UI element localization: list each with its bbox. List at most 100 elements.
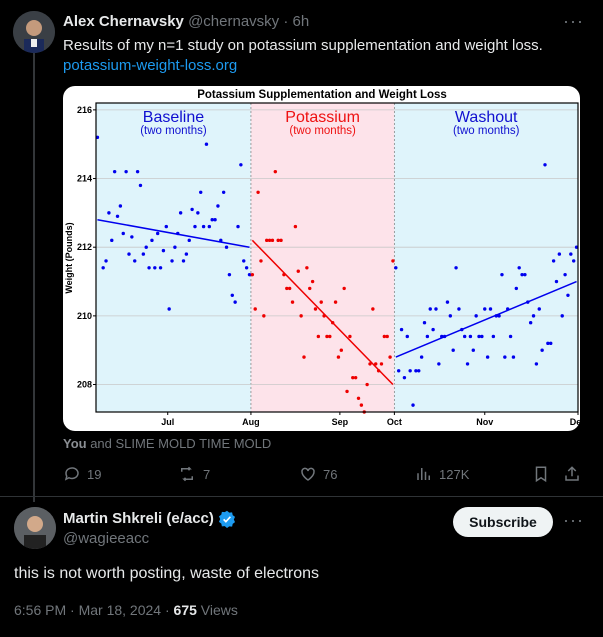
reply-icon	[64, 467, 79, 481]
data-point	[279, 238, 283, 243]
data-point	[150, 238, 154, 243]
data-point	[213, 218, 217, 222]
data-point	[273, 169, 278, 174]
data-point	[494, 314, 498, 318]
data-point	[325, 334, 329, 339]
media-tag-you: You	[63, 436, 87, 451]
period-label: Washout	[455, 109, 518, 126]
data-point	[488, 307, 493, 311]
data-point	[293, 224, 298, 229]
verified-badge-icon[interactable]	[218, 510, 236, 528]
data-point	[178, 211, 183, 215]
reply-more-icon[interactable]: ···	[563, 510, 584, 530]
like-button[interactable]: 76	[299, 464, 337, 484]
post-time[interactable]: 6h	[292, 13, 310, 30]
views-count: 127K	[439, 466, 470, 482]
data-point	[508, 334, 513, 339]
reply-author-handle[interactable]: @wagieeacc	[63, 530, 150, 547]
data-point	[158, 266, 163, 270]
data-point	[382, 334, 387, 339]
period-sublabel: (two months)	[140, 125, 207, 137]
data-point	[457, 307, 461, 311]
data-point	[181, 259, 186, 263]
chart-title: Potassium Supplementation and Weight Los…	[197, 89, 447, 101]
views-button[interactable]: 127K	[415, 464, 469, 484]
period-band-2	[394, 103, 578, 412]
data-point	[330, 321, 335, 325]
data-point	[514, 286, 519, 291]
data-point	[537, 307, 541, 311]
data-point	[319, 300, 323, 304]
data-point	[107, 211, 111, 215]
data-point	[543, 163, 547, 167]
reply-views-count: 675	[173, 602, 197, 618]
data-point	[207, 224, 212, 229]
reply-author-avatar[interactable]	[14, 507, 56, 549]
media-tag[interactable]: You and SLIME MOLD TIME MOLD	[63, 436, 271, 451]
chart-image[interactable]: Baseline (two months) Potassium (two months…	[63, 86, 580, 431]
data-point	[353, 375, 358, 380]
trendline	[251, 239, 394, 386]
data-point	[302, 355, 306, 359]
period-sublabel: (two months)	[289, 125, 356, 137]
data-point	[425, 334, 430, 339]
data-point	[221, 190, 226, 194]
data-point	[161, 248, 166, 253]
data-point	[523, 272, 527, 277]
data-point	[451, 348, 455, 352]
data-point	[233, 300, 237, 304]
media-tag-rest: and SLIME MOLD TIME MOLD	[86, 436, 272, 451]
bookmark-button[interactable]	[533, 464, 555, 484]
data-point	[262, 314, 266, 318]
data-point	[216, 204, 220, 208]
reply-button[interactable]: 19	[63, 464, 101, 484]
share-button[interactable]	[563, 464, 587, 484]
data-point	[356, 396, 361, 400]
subscribe-button[interactable]: Subscribe	[453, 507, 553, 537]
more-icon[interactable]: ···	[563, 11, 584, 31]
data-point	[500, 272, 504, 277]
data-point	[127, 252, 131, 256]
data-point	[144, 245, 148, 249]
author-avatar[interactable]	[13, 11, 55, 53]
post-link[interactable]: potassium-weight-loss.org	[63, 57, 238, 74]
data-point	[391, 259, 395, 263]
data-point	[368, 362, 372, 366]
data-point	[359, 403, 364, 407]
data-point	[164, 224, 168, 229]
reply-author-name[interactable]: Martin Shkreli (e/acc)	[63, 510, 214, 527]
reply-author-name-row[interactable]: Martin Shkreli (e/acc)	[63, 510, 236, 528]
data-point	[385, 334, 389, 339]
data-point	[554, 279, 559, 284]
data-point	[551, 259, 556, 263]
author-name[interactable]: Alex Chernavsky	[63, 13, 184, 30]
data-point	[388, 355, 392, 359]
y-axis-label: Weight (Pounds)	[64, 222, 74, 293]
data-point	[167, 307, 171, 311]
data-point	[130, 235, 134, 239]
data-point	[371, 307, 375, 311]
period-band-1	[250, 103, 395, 412]
x-tick-label: Oct	[387, 417, 402, 427]
data-point	[477, 334, 481, 339]
reply-count: 19	[87, 466, 102, 482]
post-text: Results of my n=1 study on potassium sup…	[63, 37, 543, 54]
data-point	[204, 142, 209, 146]
data-point	[244, 266, 249, 270]
data-point	[428, 307, 432, 311]
x-tick-label: Jul	[161, 417, 174, 427]
data-point	[497, 314, 501, 318]
data-point	[153, 266, 157, 270]
data-point	[285, 286, 289, 291]
repost-button[interactable]: 7	[177, 464, 210, 484]
period-label: Potassium	[285, 109, 360, 126]
data-point	[442, 334, 447, 339]
trendline	[395, 280, 577, 358]
original-post: Alex Chernavsky @chernavsky · 6h ··· Res…	[13, 11, 587, 502]
data-point	[141, 252, 146, 256]
author-handle[interactable]: @chernavsky	[188, 13, 280, 30]
data-point	[437, 362, 441, 366]
reply-timestamp[interactable]: 6:56 PM · Mar 18, 2024 ·	[14, 602, 174, 618]
data-point	[402, 375, 407, 380]
data-point	[491, 334, 496, 339]
